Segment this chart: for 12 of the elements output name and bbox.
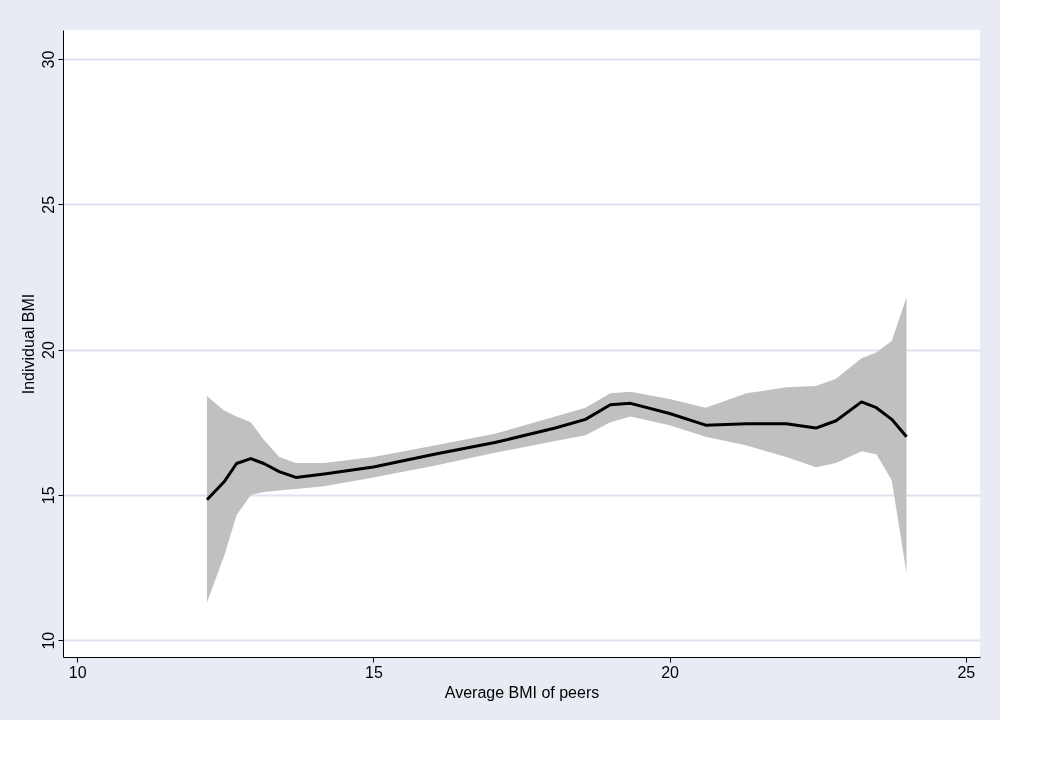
y-axis-title: Individual BMI bbox=[19, 293, 37, 395]
line-series bbox=[205, 400, 909, 502]
x-tick-label: 10 bbox=[68, 663, 87, 681]
y-tick-label: 10 bbox=[39, 631, 57, 650]
x-tick-label: 15 bbox=[365, 663, 383, 681]
y-tick-label: 30 bbox=[39, 50, 57, 69]
x-tick-label: 25 bbox=[957, 663, 976, 681]
x-tick-label: 20 bbox=[661, 663, 680, 681]
y-tick-label: 15 bbox=[39, 486, 57, 505]
x-axis-title: Average BMI of peers bbox=[444, 683, 600, 701]
y-tick-label: 20 bbox=[39, 341, 57, 359]
y-tick-label: 25 bbox=[39, 195, 57, 214]
